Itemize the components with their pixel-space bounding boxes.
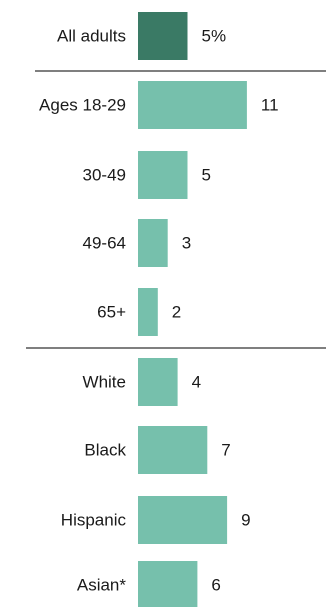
bar-30-49 — [138, 151, 188, 199]
bar-asian — [138, 561, 198, 607]
value-label-49-64: 3 — [182, 234, 191, 253]
category-label-all-adults: All adults — [57, 27, 126, 46]
value-label-black: 7 — [221, 441, 230, 460]
category-label-ages-18-29: Ages 18-29 — [39, 96, 126, 115]
bar-black — [138, 426, 208, 474]
category-label-49-64: 49-64 — [83, 234, 126, 253]
category-label-65: 65+ — [97, 303, 126, 322]
category-label-30-49: 30-49 — [83, 166, 126, 185]
bar-hispanic — [138, 496, 228, 544]
value-label-all-adults: 5% — [202, 27, 227, 46]
value-label-asian: 6 — [211, 576, 220, 595]
category-label-black: Black — [84, 441, 126, 460]
category-label-asian: Asian* — [77, 576, 127, 595]
bar-65 — [138, 288, 158, 336]
value-label-ages-18-29: 11 — [261, 96, 279, 115]
value-label-30-49: 5 — [202, 166, 211, 185]
value-label-65: 2 — [172, 303, 181, 322]
bar-49-64 — [138, 219, 168, 267]
value-label-white: 4 — [192, 373, 201, 392]
category-label-hispanic: Hispanic — [61, 511, 127, 530]
category-label-white: White — [83, 373, 126, 392]
bar-white — [138, 358, 178, 406]
value-label-hispanic: 9 — [241, 511, 250, 530]
bar-ages-18-29 — [138, 81, 247, 129]
bar-all-adults — [138, 12, 188, 60]
